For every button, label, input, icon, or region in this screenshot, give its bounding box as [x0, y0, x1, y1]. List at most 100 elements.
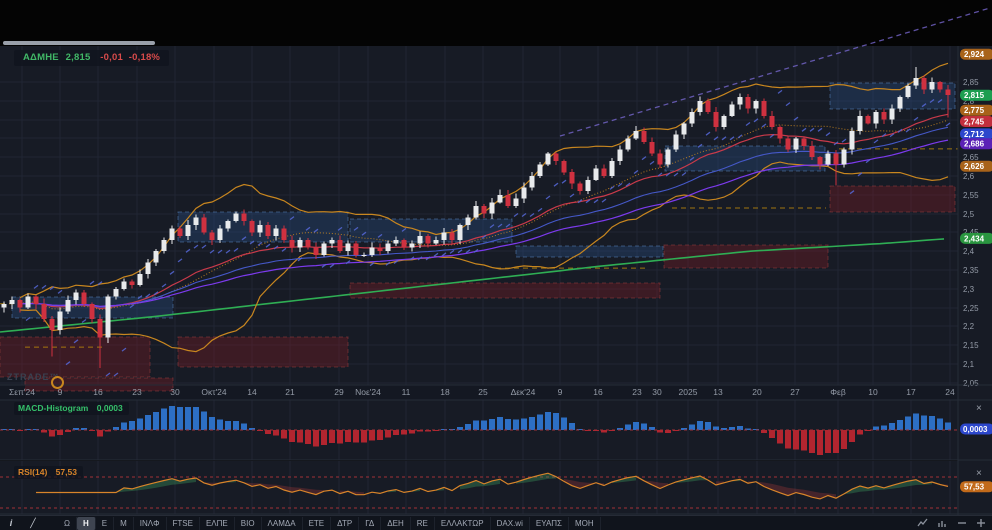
price-badge-bollinger-lower: 2,626 [960, 160, 992, 172]
tab-RE[interactable]: RE [411, 516, 435, 530]
svg-text:11: 11 [402, 387, 411, 397]
macd-indicator-label[interactable]: MACD-Histogram 0,0003 [14, 402, 129, 415]
time-axis[interactable]: Σεπ'24 9 16 23 30 Οκτ'24 14 21 29 Νοε'24 11 18 25 Δεκ… [9, 387, 955, 397]
svg-text:Φεβ: Φεβ [830, 387, 846, 397]
svg-text:9: 9 [558, 387, 563, 397]
svg-text:2,924: 2,924 [964, 50, 985, 59]
symbol-legend[interactable]: ΑΔΜΗΕ 2,815 -0,01 -0,18% [14, 50, 170, 66]
svg-text:16: 16 [593, 387, 603, 397]
tab-Μ[interactable]: Μ [114, 516, 134, 530]
rsi-pane-close-icon[interactable]: × [976, 468, 982, 479]
svg-text:Νοε'24: Νοε'24 [355, 387, 381, 397]
price-badge-ma-fast: 2,745 [960, 116, 992, 127]
line-chart-icon[interactable] [917, 518, 928, 528]
chart-canvas[interactable]: 2,852,82,752,72,652,62,552,52,452,42,352… [0, 0, 992, 515]
symbol-name: ΑΔΜΗΕ [23, 52, 59, 63]
svg-text:2,15: 2,15 [963, 341, 979, 350]
svg-text:2,35: 2,35 [963, 266, 979, 275]
svg-text:24: 24 [945, 387, 955, 397]
tab-DAX.wi[interactable]: DAX.wi [491, 516, 530, 530]
svg-text:16: 16 [93, 387, 103, 397]
tab-Η[interactable]: Η [76, 516, 96, 530]
pane-separators [0, 384, 992, 515]
svg-text:2,1: 2,1 [963, 360, 975, 369]
svg-text:14: 14 [247, 387, 257, 397]
tab-ΕΛΠΕ[interactable]: ΕΛΠΕ [200, 516, 235, 530]
svg-text:25: 25 [478, 387, 488, 397]
svg-text:2,712: 2,712 [964, 130, 985, 139]
tab-ΕΥΑΠΣ[interactable]: ΕΥΑΠΣ [530, 516, 569, 530]
tab-ΙΝΛΦ[interactable]: ΙΝΛΦ [134, 516, 167, 530]
macd-title: MACD-Histogram [18, 403, 89, 413]
svg-text:2025: 2025 [679, 387, 698, 397]
price-change-pct: -0,18% [128, 52, 161, 63]
svg-text:2,25: 2,25 [963, 304, 979, 313]
svg-text:2,686: 2,686 [964, 140, 985, 149]
svg-text:20: 20 [752, 387, 762, 397]
svg-text:2,65: 2,65 [963, 153, 979, 162]
ma-long-green-line [0, 238, 945, 333]
svg-text:Σεπ'24: Σεπ'24 [9, 387, 35, 397]
tab-ΕΤΕ[interactable]: ΕΤΕ [303, 516, 332, 530]
svg-text:2,45: 2,45 [963, 228, 979, 237]
rsi-title: RSI(14) [18, 467, 48, 477]
bottom-toolbar: i ╱ Ω Η Ε Μ ΙΝΛΦ FTSE ΕΛΠΕ ΒΙΟ ΛΑΜΔΑ ΕΤΕ ΔΤΡ ΓΔ ΔΕΗ R… [0, 515, 992, 530]
svg-text:17: 17 [906, 387, 916, 397]
macd-histogram [0, 405, 992, 455]
tab-Ε[interactable]: Ε [96, 516, 115, 530]
price-badge-last-price: 2,815 [960, 89, 992, 101]
tab-ΓΔ[interactable]: ΓΔ [359, 516, 382, 530]
svg-text:2,5: 2,5 [963, 210, 975, 219]
rsi-indicator-label[interactable]: RSI(14) 57,53 [14, 466, 83, 479]
top-scrollbar-thumb[interactable] [3, 41, 155, 45]
svg-text:2,4: 2,4 [963, 247, 975, 256]
candles [1, 67, 951, 368]
svg-text:Δεκ'24: Δεκ'24 [511, 387, 536, 397]
svg-text:2,55: 2,55 [963, 191, 979, 200]
info-icon[interactable]: i [9, 518, 13, 528]
svg-text:2,434: 2,434 [964, 234, 985, 243]
price-badge-bollinger-upper: 2,924 [960, 48, 992, 60]
svg-text:30: 30 [652, 387, 662, 397]
price-badge-ma-long: 2,434 [960, 232, 992, 244]
svg-text:2,626: 2,626 [964, 162, 985, 171]
trendline-drawing[interactable] [559, 7, 991, 137]
svg-text:2,85: 2,85 [963, 78, 979, 87]
svg-text:21: 21 [285, 387, 295, 397]
tab-FTSE[interactable]: FTSE [167, 516, 200, 530]
svg-text:13: 13 [713, 387, 723, 397]
rsi-plot [0, 472, 992, 509]
price-change: -0,01 [100, 52, 123, 63]
svg-text:23: 23 [632, 387, 642, 397]
plus-icon[interactable] [976, 518, 986, 528]
svg-text:2,2: 2,2 [963, 322, 975, 331]
tab-ΒΙΟ[interactable]: ΒΙΟ [235, 516, 262, 530]
macd-pane-close-icon[interactable]: × [976, 403, 982, 414]
svg-text:0,0003: 0,0003 [963, 425, 988, 434]
tab-ΜΟΗ[interactable]: ΜΟΗ [569, 516, 601, 530]
tab-ΛΑΜΔΑ[interactable]: ΛΑΜΔΑ [262, 516, 303, 530]
draw-line-icon[interactable]: ╱ [30, 517, 36, 528]
svg-text:57,53: 57,53 [964, 483, 985, 492]
tab-Ω[interactable]: Ω [58, 516, 77, 530]
price-badge-ma-mid: 2,712 [960, 128, 992, 140]
grid [0, 46, 958, 514]
tab-ΔΕΗ[interactable]: ΔΕΗ [381, 516, 411, 530]
svg-text:27: 27 [790, 387, 800, 397]
svg-text:29: 29 [334, 387, 344, 397]
svg-text:10: 10 [868, 387, 878, 397]
tab-ΔΤΡ[interactable]: ΔΤΡ [331, 516, 360, 530]
minus-icon[interactable] [957, 518, 967, 528]
svg-text:30: 30 [170, 387, 180, 397]
ma-mid-blue-line [19, 126, 949, 308]
watermark-logo-icon [51, 376, 64, 389]
tab-ΕΛΛΑΚΤΩΡ[interactable]: ΕΛΛΑΚΤΩΡ [435, 516, 491, 530]
svg-text:2,3: 2,3 [963, 285, 975, 294]
bar-chart-icon[interactable] [937, 518, 948, 528]
macd-value-badge: 0,0003 [960, 423, 992, 435]
svg-text:2,8: 2,8 [963, 97, 975, 106]
rsi-value: 57,53 [55, 467, 77, 477]
svg-text:18: 18 [440, 387, 450, 397]
